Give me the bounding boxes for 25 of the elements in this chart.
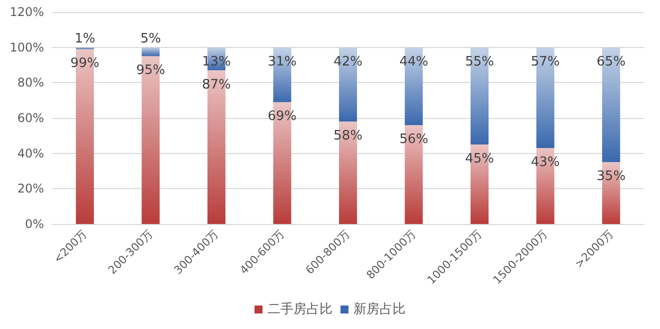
data-label: 55%	[465, 54, 494, 70]
data-label: 1%	[74, 31, 96, 46]
legend-label: 新房占比	[354, 301, 406, 317]
data-label: 43%	[530, 155, 560, 170]
y-tick-label: 80%	[17, 76, 44, 90]
data-label: 56%	[399, 132, 428, 148]
data-label: 42%	[334, 54, 362, 70]
bar	[142, 47, 160, 56]
data-label: 5%	[140, 31, 161, 46]
y-tick-label: 100%	[10, 40, 44, 54]
data-label: 95%	[136, 63, 166, 78]
data-label: 58%	[334, 128, 362, 144]
legend-label: 二手房占比	[268, 301, 332, 317]
y-tick-label: 40%	[17, 146, 44, 160]
data-label: 87%	[202, 77, 231, 92]
data-label: 65%	[596, 54, 626, 70]
data-label: 69%	[268, 109, 297, 124]
y-tick-label: 0%	[24, 217, 44, 231]
data-label: 99%	[70, 56, 100, 72]
y-tick-label: 20%	[17, 182, 44, 196]
data-label: 45%	[465, 152, 494, 166]
y-tick-label: 120%	[10, 5, 44, 19]
data-label: 57%	[530, 54, 560, 70]
y-tick-label: 60%	[17, 111, 44, 125]
data-label: 44%	[399, 54, 428, 70]
